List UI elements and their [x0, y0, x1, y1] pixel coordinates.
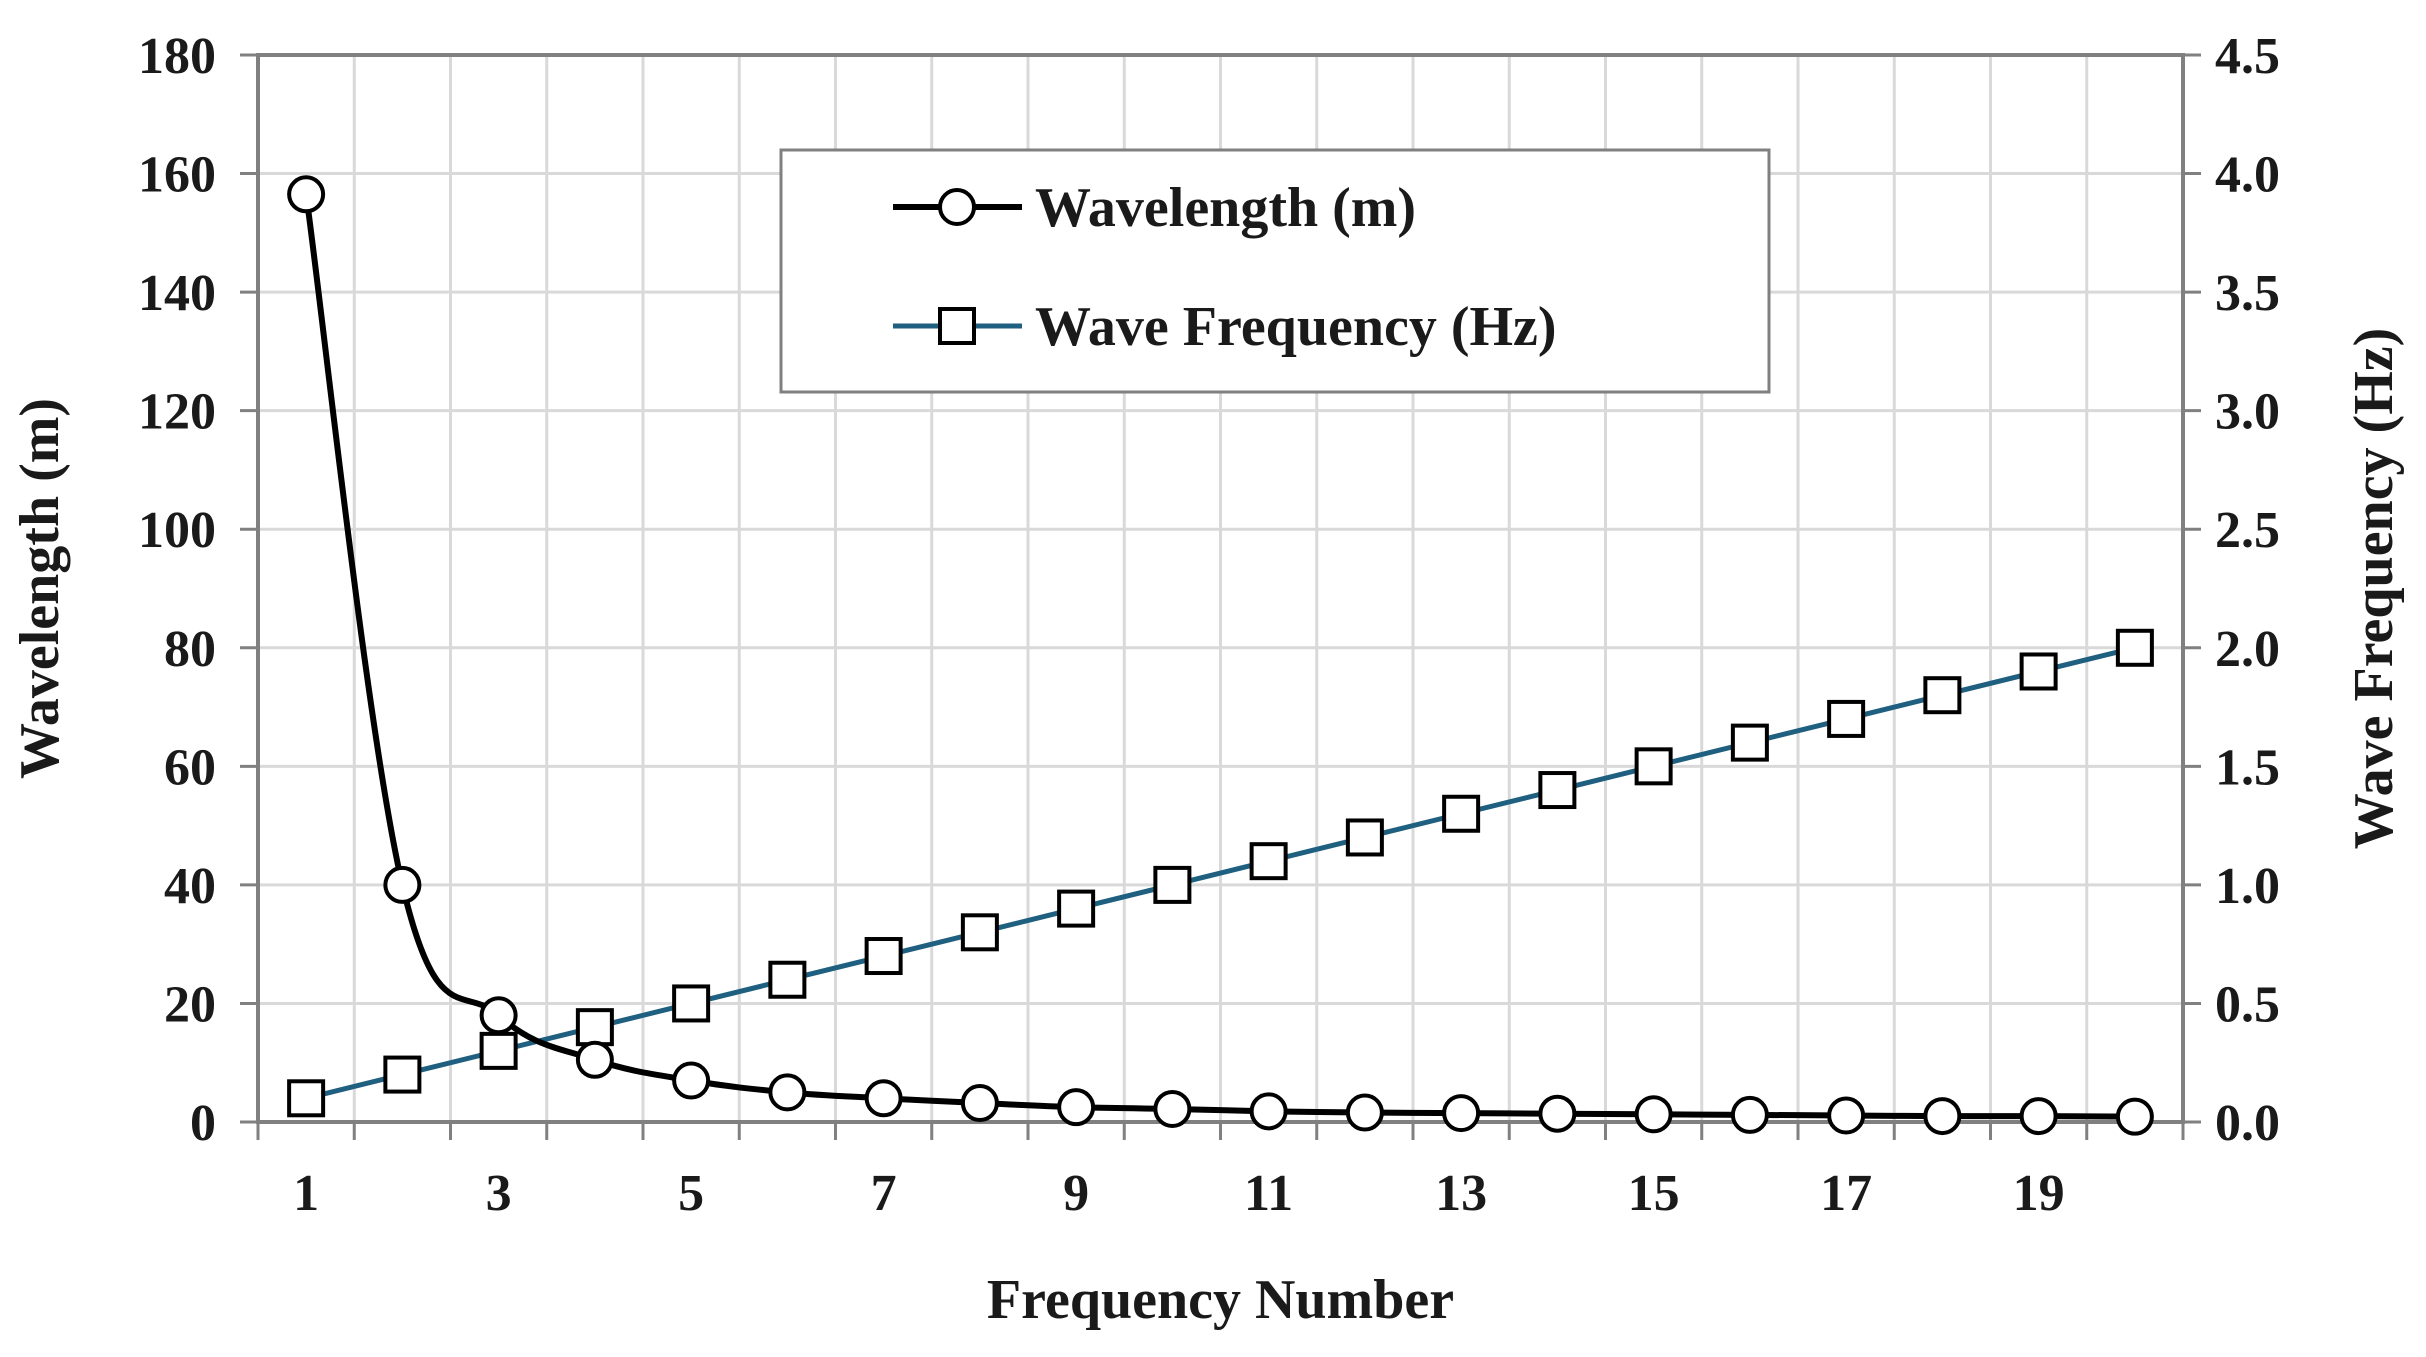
y-tick-label: 100	[138, 502, 216, 559]
y-tick-label: 40	[164, 858, 216, 915]
data-point-wave-frequency	[479, 1031, 518, 1070]
x-tick-label: 13	[1435, 1165, 1487, 1222]
y-tick-label: 20	[164, 976, 216, 1033]
data-point-wave-frequency	[1923, 676, 1962, 715]
data-point-wave-frequency	[1153, 865, 1192, 904]
data-point-wave-frequency	[1345, 818, 1384, 857]
legend: Wavelength (m) Wave Frequency (Hz)	[779, 148, 1771, 394]
data-point-wave-frequency	[2115, 628, 2154, 667]
legend-label-wavelength: Wavelength (m)	[1035, 177, 1416, 239]
data-point-wave-frequency	[383, 1055, 422, 1094]
data-point-wavelength	[960, 1084, 999, 1123]
x-tick-label: 3	[486, 1165, 512, 1222]
data-point-wavelength	[287, 175, 326, 214]
data-point-wavelength	[1057, 1088, 1096, 1127]
y2-tick-label: 2.5	[2215, 502, 2280, 559]
data-point-wave-frequency	[287, 1079, 326, 1118]
y2-tick-label: 1.0	[2215, 858, 2280, 915]
data-point-wave-frequency	[2019, 652, 2058, 691]
y-tick-label: 180	[138, 28, 216, 85]
y2-tick-label: 3.0	[2215, 384, 2280, 441]
y2-axis-title: Wave Frequency (Hz)	[2343, 328, 2405, 850]
y2-tick-label: 4.0	[2215, 147, 2280, 204]
x-tick-label: 17	[1820, 1165, 1872, 1222]
y2-tick-label: 2.0	[2215, 621, 2280, 678]
data-point-wavelength	[1827, 1096, 1866, 1135]
data-point-wave-frequency	[1249, 842, 1288, 881]
x-tick-label: 15	[1628, 1165, 1680, 1222]
data-point-wavelength	[2115, 1097, 2154, 1136]
y-axis-title: Wavelength (m)	[9, 398, 71, 779]
data-point-wave-frequency	[768, 960, 807, 999]
data-point-wave-frequency	[1442, 794, 1481, 833]
data-point-wave-frequency	[1827, 699, 1866, 738]
x-tick-label: 9	[1063, 1165, 1089, 1222]
y-tick-label: 60	[164, 739, 216, 796]
data-point-wavelength	[1442, 1094, 1481, 1133]
data-point-wavelength	[479, 996, 518, 1035]
data-point-wave-frequency	[575, 1008, 614, 1047]
y-tick-label: 120	[138, 384, 216, 441]
x-tick-label: 5	[678, 1165, 704, 1222]
series-line-wavelength	[303, 193, 2135, 1120]
data-point-wavelength	[575, 1040, 614, 1079]
x-axis-title: Frequency Number	[987, 1269, 1454, 1331]
data-point-wave-frequency	[864, 937, 903, 976]
data-point-wavelength	[1249, 1092, 1288, 1131]
data-point-wave-frequency	[960, 913, 999, 952]
data-point-wavelength	[1634, 1095, 1673, 1134]
data-point-wavelength	[1345, 1093, 1384, 1132]
data-point-wavelength	[768, 1073, 807, 1112]
x-tick-label: 11	[1244, 1165, 1293, 1222]
legend-box	[779, 148, 1771, 394]
legend-label-wave-frequency: Wave Frequency (Hz)	[1035, 296, 1557, 358]
data-point-wavelength	[672, 1061, 711, 1100]
y2-tick-label: 4.5	[2215, 28, 2280, 85]
y2-tick-label: 0.0	[2215, 1095, 2280, 1152]
data-point-wavelength	[1730, 1095, 1769, 1134]
data-point-wavelength	[1153, 1089, 1192, 1128]
data-point-wave-frequency	[672, 984, 711, 1023]
y-tick-label: 80	[164, 621, 216, 678]
data-point-wave-frequency	[1538, 771, 1577, 810]
x-tick-label: 7	[871, 1165, 897, 1222]
x-tick-label: 1	[293, 1165, 319, 1222]
y-tick-label: 140	[138, 265, 216, 322]
y2-tick-label: 0.5	[2215, 976, 2280, 1033]
data-point-wavelength	[2019, 1097, 2058, 1136]
data-point-wavelength	[1538, 1094, 1577, 1133]
y2-tick-label: 3.5	[2215, 265, 2280, 322]
data-point-wavelength	[383, 865, 422, 904]
data-point-wavelength	[1923, 1097, 1962, 1136]
x-tick-label: 19	[2013, 1165, 2065, 1222]
legend-marker-wave-frequency	[938, 307, 976, 345]
y-tick-label: 0	[190, 1095, 216, 1152]
data-point-wave-frequency	[1057, 889, 1096, 928]
data-point-wavelength	[864, 1079, 903, 1118]
ticks-layer: 1 3 5 7 9 11 13 15 17 190204060801001201401601800…	[138, 28, 2280, 1222]
legend-marker-wavelength	[938, 188, 976, 226]
y-tick-label: 160	[138, 147, 216, 204]
series-layer	[287, 175, 2154, 1136]
data-point-wave-frequency	[1730, 723, 1769, 762]
data-point-wave-frequency	[1634, 747, 1673, 786]
y2-tick-label: 1.5	[2215, 739, 2280, 796]
